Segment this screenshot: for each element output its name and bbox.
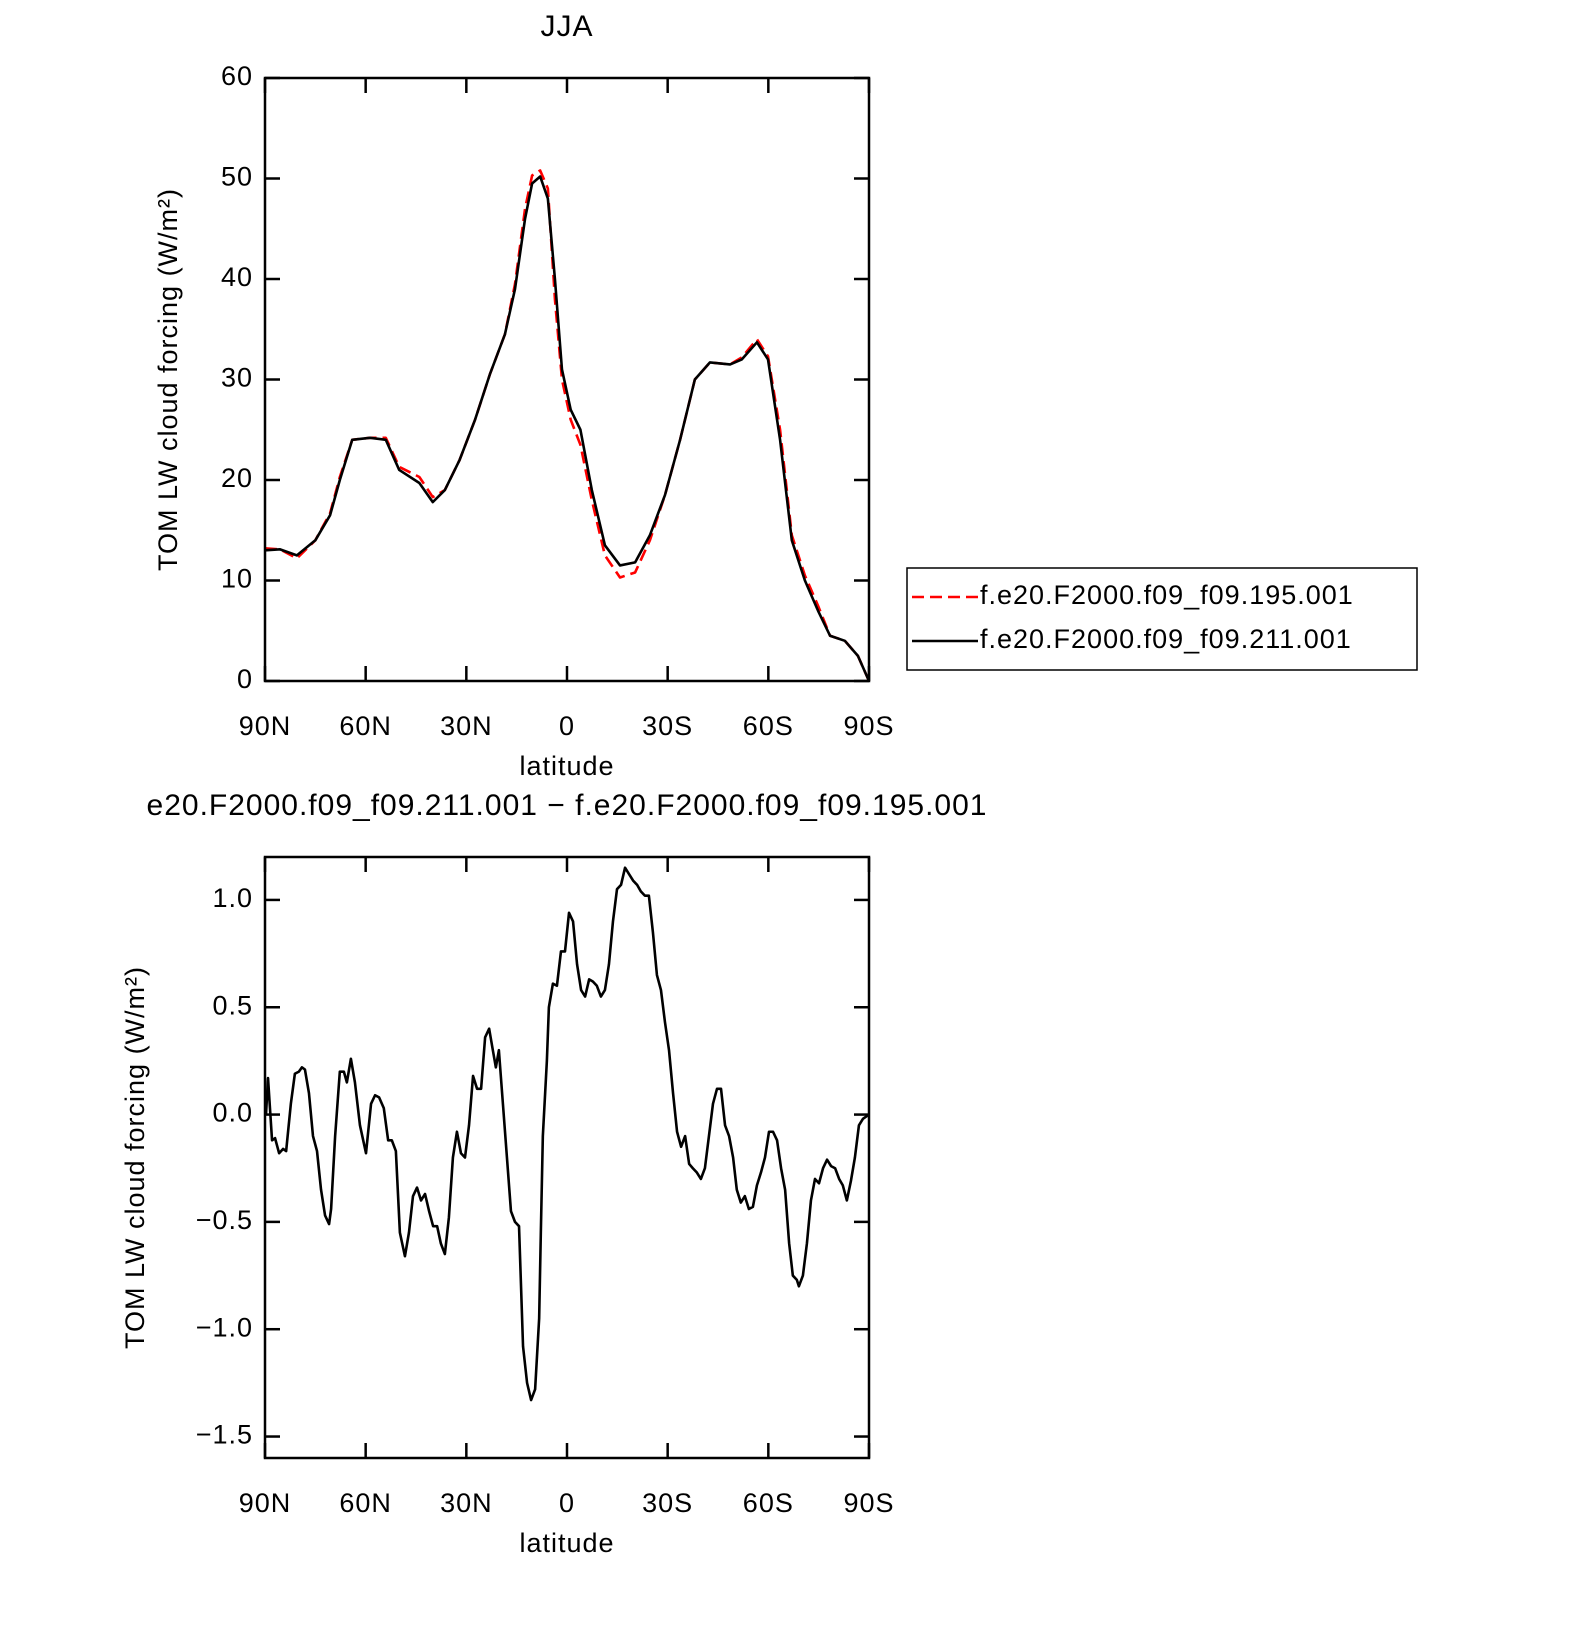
y-tick-label: 0: [237, 664, 253, 694]
y-tick-label: −1.0: [196, 1312, 253, 1342]
y-tick-label: 60: [221, 61, 253, 91]
x-axis-label: latitude: [519, 751, 614, 781]
chart-title: JJA: [540, 10, 593, 43]
legend-box: [906, 567, 1418, 671]
y-tick-label: 40: [221, 262, 253, 292]
data-line: [264, 175, 871, 682]
x-axis-label: latitude: [519, 1528, 614, 1558]
x-tick-label: 30N: [440, 1488, 493, 1518]
x-tick-label: 0: [559, 1488, 575, 1518]
x-tick-label: 30S: [642, 711, 693, 741]
plot-frame: [263, 855, 871, 1460]
y-tick-label: 30: [221, 363, 253, 393]
y-tick-label: 50: [221, 162, 253, 192]
data-line: [264, 866, 870, 1402]
y-axis-label: TOM LW cloud forcing (W/m²): [120, 966, 150, 1349]
chart-title: e20.F2000.f09_f09.211.001 − f.e20.F2000.…: [147, 789, 988, 822]
x-tick-label: 60N: [339, 1488, 392, 1518]
legend-label: f.e20.F2000.f09_f09.195.001: [980, 580, 1354, 610]
x-tick-label: 60S: [743, 711, 794, 741]
y-tick-label: 0.5: [212, 990, 253, 1020]
y-tick-label: 0.0: [212, 1098, 253, 1128]
x-tick-label: 60S: [743, 1488, 794, 1518]
y-tick-label: 10: [221, 564, 253, 594]
y-tick-label: 20: [221, 463, 253, 493]
y-tick-label: 1.0: [212, 883, 253, 913]
x-tick-label: 30N: [440, 711, 493, 741]
x-tick-label: 90N: [239, 1488, 292, 1518]
x-tick-label: 60N: [339, 711, 392, 741]
y-axis-label: TOM LW cloud forcing (W/m²): [153, 188, 183, 571]
x-tick-label: 90S: [843, 711, 894, 741]
plot-frame: [263, 76, 871, 683]
y-tick-label: −1.5: [196, 1420, 253, 1450]
y-tick-label: −0.5: [196, 1205, 253, 1235]
x-tick-label: 90S: [843, 1488, 894, 1518]
x-tick-label: 0: [559, 711, 575, 741]
legend-label: f.e20.F2000.f09_f09.211.001: [980, 624, 1352, 654]
x-tick-label: 30S: [642, 1488, 693, 1518]
x-tick-label: 90N: [239, 711, 292, 741]
